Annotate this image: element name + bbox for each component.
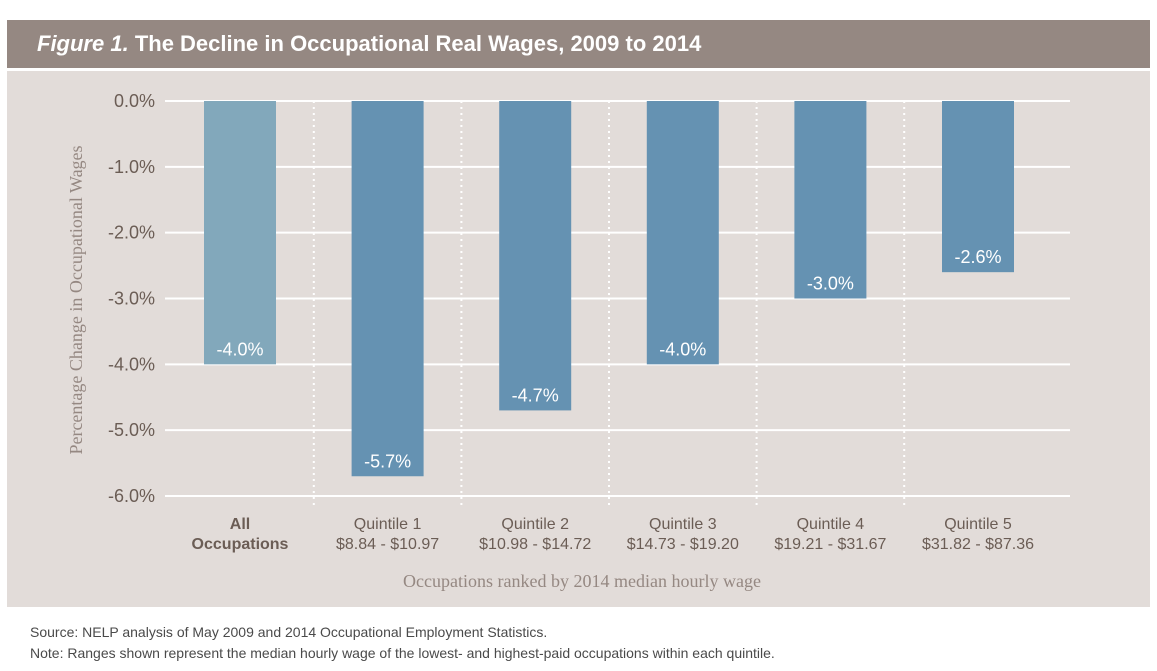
data-label: -4.0% — [216, 339, 263, 359]
y-tick-label: -5.0% — [108, 420, 155, 440]
x-tick-sublabel: $8.84 - $10.97 — [336, 536, 439, 553]
x-tick-sublabel: $19.21 - $31.67 — [774, 536, 886, 553]
y-tick-label: -1.0% — [108, 157, 155, 177]
x-tick-label: Quintile 5 — [944, 516, 1012, 533]
title-text: The Decline in Occupational Real Wages, … — [134, 31, 702, 56]
x-axis-title: Occupations ranked by 2014 median hourly… — [403, 571, 761, 591]
x-tick-label: Quintile 2 — [501, 516, 569, 533]
y-tick-label: -4.0% — [108, 354, 155, 374]
data-label: -3.0% — [807, 274, 854, 294]
x-tick-sublabel: Occupations — [192, 536, 289, 553]
x-tick-sublabel: $31.82 - $87.36 — [922, 536, 1034, 553]
y-tick-label: 0.0% — [114, 91, 155, 111]
x-tick-sublabel: $10.98 - $14.72 — [479, 536, 591, 553]
x-tick-label: Quintile 3 — [649, 516, 717, 533]
x-tick-label: Quintile 4 — [797, 516, 865, 533]
footer: Source: NELP analysis of May 2009 and 20… — [30, 622, 775, 664]
bar — [351, 101, 424, 477]
bar — [794, 101, 867, 299]
x-tick-sublabel: $14.73 - $19.20 — [627, 536, 739, 553]
data-label: -2.6% — [954, 247, 1001, 267]
data-label: -4.0% — [659, 339, 706, 359]
bar — [646, 101, 719, 365]
range-note: Note: Ranges shown represent the median … — [30, 645, 775, 661]
y-tick-label: -2.0% — [108, 223, 155, 243]
bar — [942, 101, 1014, 273]
figure-number: Figure 1. — [37, 31, 129, 56]
x-tick-label: Quintile 1 — [354, 516, 422, 533]
y-tick-label: -3.0% — [108, 289, 155, 309]
bar — [499, 101, 572, 411]
y-axis-title: Percentage Change in Occupational Wages — [66, 145, 86, 454]
chart-title: Figure 1. The Decline in Occupational Re… — [7, 20, 1150, 68]
data-label: -4.7% — [512, 385, 559, 405]
bar — [204, 101, 276, 365]
source-note: Source: NELP analysis of May 2009 and 20… — [30, 624, 548, 640]
data-label: -5.7% — [364, 451, 411, 471]
y-tick-label: -6.0% — [108, 486, 155, 506]
x-tick-label: All — [230, 516, 250, 533]
